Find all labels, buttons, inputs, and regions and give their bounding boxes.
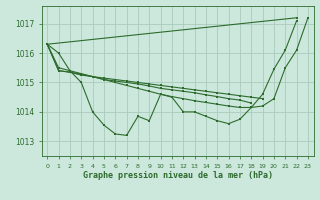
X-axis label: Graphe pression niveau de la mer (hPa): Graphe pression niveau de la mer (hPa)	[83, 171, 273, 180]
